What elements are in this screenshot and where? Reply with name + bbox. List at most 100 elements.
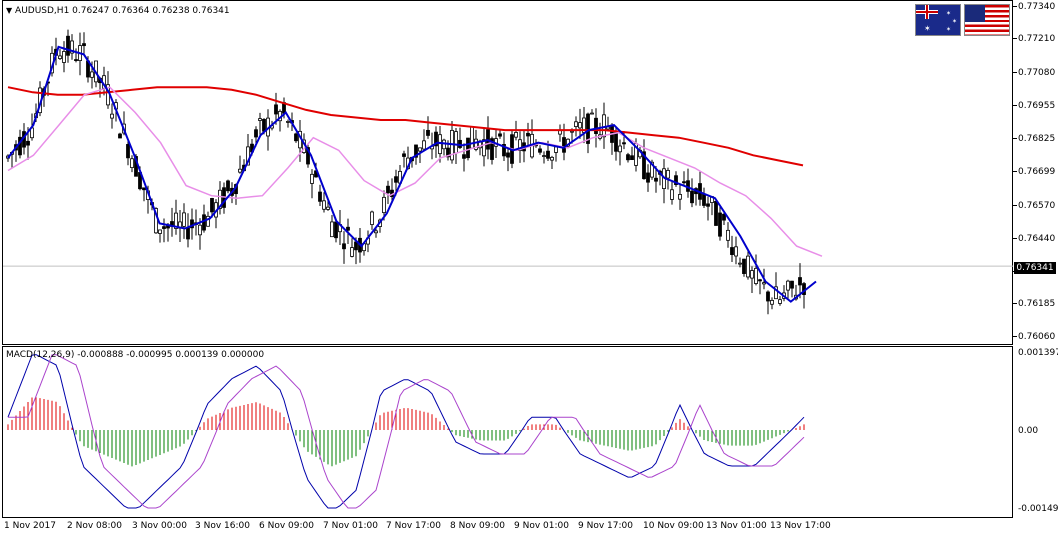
- candle-body: [438, 134, 442, 155]
- candle-body: [670, 189, 674, 200]
- price-tick-mark: [1013, 105, 1017, 106]
- candle-body: [326, 206, 330, 210]
- price-tick-mark: [1013, 171, 1017, 172]
- triangle-down-icon[interactable]: ▼: [6, 6, 13, 15]
- candle-body: [722, 213, 726, 221]
- candle-body: [730, 247, 734, 255]
- symbol-label: AUDUSD,H1: [15, 6, 70, 16]
- candle-body: [258, 118, 262, 121]
- macd-tick-label: -0.001494: [1018, 504, 1058, 514]
- price-tick-mark: [1013, 205, 1017, 206]
- price-tick-label: 0.76440: [1018, 234, 1056, 244]
- candle-body: [470, 126, 474, 149]
- candle-body: [334, 221, 338, 239]
- time-tick-label: 9 Nov 17:00: [578, 521, 633, 531]
- australia-flag-icon: ✶ ✶ ✶ ✶: [915, 4, 961, 36]
- candle-body: [58, 55, 62, 59]
- price-tick-mark: [1013, 138, 1017, 139]
- candle-body: [734, 246, 738, 257]
- candle-body: [790, 280, 794, 289]
- candle-body: [218, 189, 222, 209]
- macd-signal-line: [8, 354, 805, 509]
- candle-body: [70, 40, 74, 54]
- candle-body: [90, 71, 94, 78]
- candle-body: [142, 187, 146, 191]
- candle-body: [182, 212, 186, 227]
- time-tick-label: 6 Nov 09:00: [259, 521, 314, 531]
- candle-body: [518, 139, 522, 151]
- candle-body: [714, 200, 718, 226]
- candle-body: [750, 270, 754, 279]
- price-tick-label: 0.76060: [1018, 332, 1056, 342]
- candle-body: [174, 212, 178, 229]
- candle-body: [594, 117, 598, 134]
- candle-body: [386, 185, 390, 194]
- candle-body: [346, 226, 350, 231]
- time-tick-label: 10 Nov 09:00: [643, 521, 704, 531]
- candle-body: [558, 130, 562, 135]
- candle-body: [570, 130, 574, 133]
- candle-body: [74, 59, 78, 61]
- candle-body: [238, 168, 242, 173]
- candle-body: [550, 156, 554, 161]
- candle-body: [190, 219, 194, 229]
- candle-body: [322, 200, 326, 210]
- candle-body: [434, 131, 438, 147]
- candle-body: [622, 142, 626, 145]
- price-tick-label: 0.77080: [1018, 68, 1056, 78]
- ohlc-label: 0.76247 0.76364 0.76238 0.76341: [72, 6, 230, 16]
- candle-body: [674, 175, 678, 185]
- candle-body: [786, 280, 790, 291]
- price-chart-pane[interactable]: [2, 0, 1013, 345]
- time-tick-label: 2 Nov 08:00: [67, 521, 122, 531]
- candle-body: [754, 267, 758, 284]
- candle-body: [226, 180, 230, 192]
- candle-body: [158, 229, 162, 234]
- candle-body: [630, 155, 634, 161]
- candle-body: [742, 258, 746, 274]
- candle-body: [546, 150, 550, 159]
- candle-body: [474, 138, 478, 150]
- candle-body: [774, 286, 778, 300]
- macd-tick-label: 0.00: [1018, 426, 1039, 436]
- price-tick-label: 0.77340: [1018, 2, 1056, 12]
- macd-main-line: [7, 354, 805, 509]
- candle-body: [682, 181, 686, 184]
- candle-body: [578, 122, 582, 129]
- price-tick-label: 0.76699: [1018, 167, 1056, 177]
- candle-body: [586, 113, 590, 144]
- candle-body: [466, 137, 470, 159]
- candle-body: [646, 172, 650, 183]
- candle-body: [162, 226, 166, 229]
- candle-body: [706, 203, 710, 207]
- price-tick-label: 0.76185: [1018, 299, 1056, 309]
- candle-body: [502, 144, 506, 157]
- candle-body: [538, 148, 542, 153]
- candle-body: [18, 136, 22, 156]
- candle-body: [374, 230, 378, 234]
- candle-body: [626, 154, 630, 161]
- candle-body: [726, 229, 730, 241]
- candle-body: [350, 247, 354, 257]
- price-tick-mark: [1013, 6, 1017, 7]
- candle-body: [210, 198, 214, 213]
- candle-body: [62, 51, 66, 63]
- candle-body: [738, 262, 742, 265]
- candle-body: [370, 211, 374, 225]
- candle-body: [702, 193, 706, 206]
- candle-body: [678, 194, 682, 200]
- usa-flag-icon: [964, 4, 1010, 36]
- fast-ma-line: [7, 45, 817, 303]
- time-tick-label: 3 Nov 00:00: [132, 521, 187, 531]
- candle-body: [690, 190, 694, 204]
- time-tick-label: 13 Nov 01:00: [706, 521, 767, 531]
- price-tick-mark: [1013, 238, 1017, 239]
- price-tick-label: 0.76955: [1018, 101, 1056, 111]
- price-tick-label: 0.76825: [1018, 134, 1056, 144]
- candle-body: [82, 43, 86, 47]
- candle-body: [798, 277, 802, 286]
- candle-body: [482, 139, 486, 157]
- macd-tick-label: 0.001397: [1018, 348, 1058, 358]
- candle-body: [770, 299, 774, 305]
